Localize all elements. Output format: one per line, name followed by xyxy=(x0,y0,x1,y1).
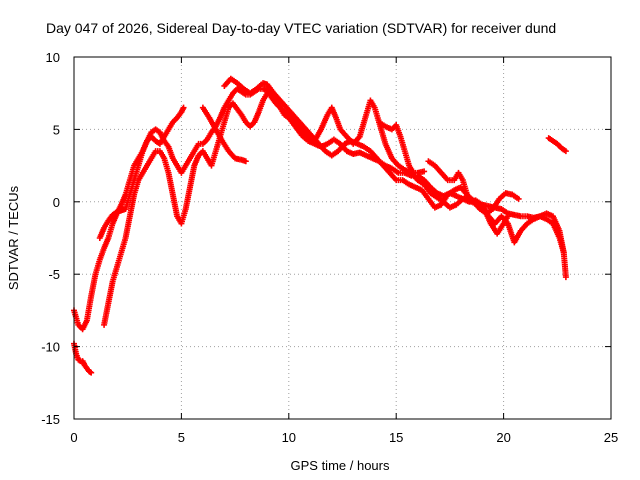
data-point xyxy=(180,104,187,111)
y-tick-label: 5 xyxy=(53,122,60,137)
data-point xyxy=(242,158,249,165)
y-tick-label: -15 xyxy=(41,412,60,427)
data-point xyxy=(88,369,95,376)
x-axis-label: GPS time / hours xyxy=(291,458,390,473)
data-marks xyxy=(71,75,569,376)
x-tick-label: 15 xyxy=(389,430,403,445)
data-point xyxy=(562,274,569,281)
y-tick-label: -10 xyxy=(41,340,60,355)
plot-frame xyxy=(73,56,612,420)
series-track-g xyxy=(376,119,428,176)
chart-title: Day 047 of 2026, Sidereal Day-to-day VTE… xyxy=(46,20,556,36)
series-track-h xyxy=(425,158,511,237)
x-tick-label: 0 xyxy=(70,430,77,445)
y-axis-label: SDTVAR / TECUs xyxy=(6,185,21,290)
series-track-d xyxy=(101,90,569,328)
data-point xyxy=(504,213,511,220)
axis-ticks xyxy=(73,56,612,420)
series-track-b xyxy=(71,340,95,376)
x-tick-label: 25 xyxy=(604,430,618,445)
x-tick-label: 10 xyxy=(282,430,296,445)
x-tick-labels: 0 5 10 15 20 25 xyxy=(70,430,618,445)
y-tick-labels: -15 -10 -5 0 5 10 xyxy=(41,50,60,427)
series-track-e xyxy=(199,104,249,165)
x-tick-label: 20 xyxy=(496,430,510,445)
series-track-i xyxy=(545,135,569,155)
y-tick-label: 0 xyxy=(53,195,60,210)
data-point xyxy=(562,148,569,155)
y-tick-label: 10 xyxy=(46,50,60,65)
x-tick-label: 5 xyxy=(178,430,185,445)
data-point xyxy=(421,168,428,175)
grid xyxy=(74,57,611,419)
data-point xyxy=(515,195,522,202)
y-tick-label: -5 xyxy=(48,267,60,282)
